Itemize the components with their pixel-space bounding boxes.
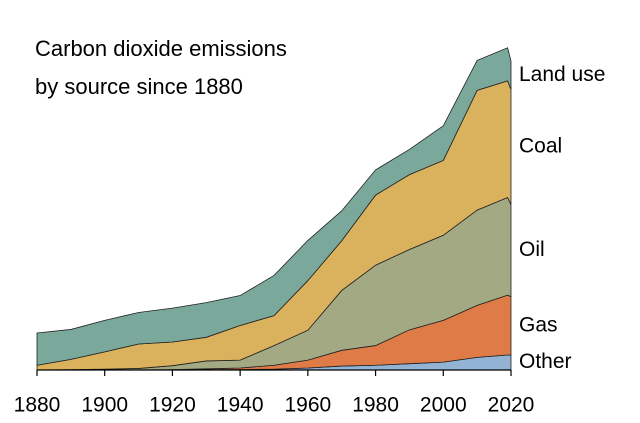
series-label: Oil — [519, 238, 545, 261]
x-tick-label: 1940 — [217, 394, 264, 417]
area — [36, 47, 512, 366]
x-tick-label: 2020 — [488, 394, 535, 417]
x-tick-label: 1980 — [352, 394, 399, 417]
x-tick-label: 1900 — [81, 394, 128, 417]
chart-title: by source since 1880 — [35, 74, 243, 99]
x-tick-label: 1920 — [149, 394, 196, 417]
x-tick-label: 1960 — [284, 394, 331, 417]
series-label: Gas — [519, 313, 558, 336]
x-tick-label: 1880 — [14, 394, 61, 417]
series-label: Coal — [519, 135, 562, 158]
series-label: Land use — [519, 63, 605, 86]
chart-title: Carbon dioxide emissions — [35, 36, 287, 61]
x-tick-label: 2000 — [420, 394, 467, 417]
series-label: Other — [519, 350, 572, 373]
